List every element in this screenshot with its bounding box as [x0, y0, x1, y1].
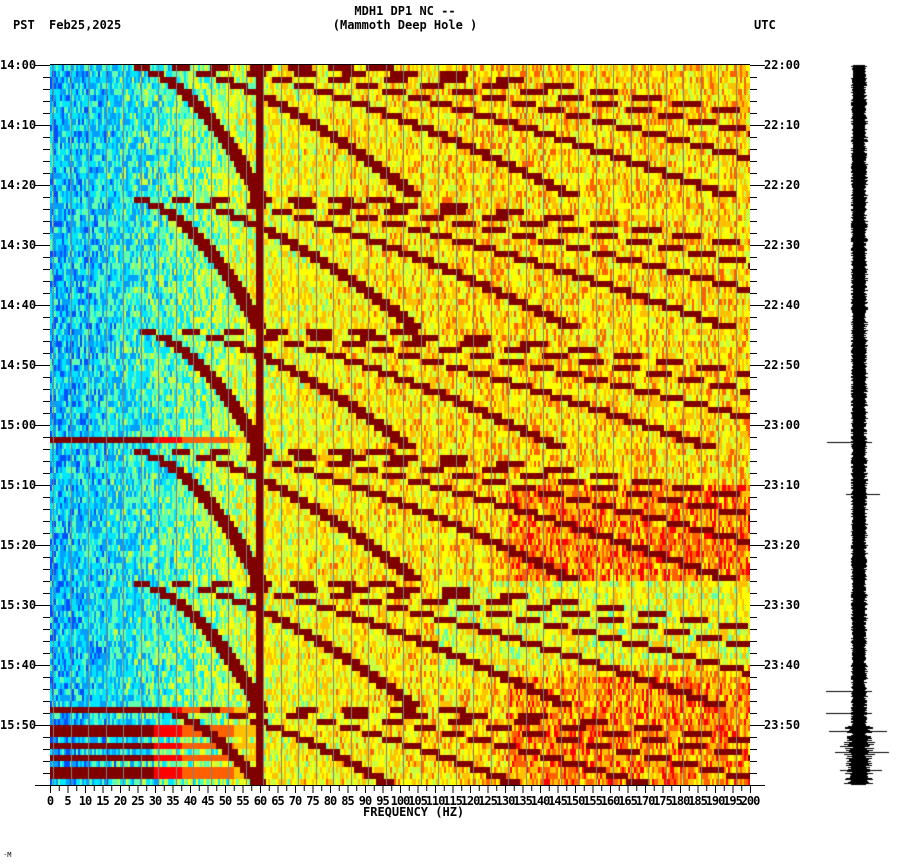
x-tick-label: 115	[443, 794, 463, 808]
x-tick-label: 75	[306, 794, 319, 808]
x-tick-label: 85	[341, 794, 354, 808]
x-tick-label: 25	[131, 794, 144, 808]
x-tick-label: 5	[64, 794, 71, 808]
x-tick-label: 70	[288, 794, 302, 808]
x-tick-label: 170	[635, 794, 656, 808]
y-tick-label-left: 15:40	[0, 658, 37, 672]
y-tick-label-left: 15:00	[0, 418, 37, 432]
x-tick-label: 140	[530, 794, 551, 808]
y-tick-label-left: 15:30	[0, 598, 37, 612]
x-tick-label: 195	[723, 794, 743, 808]
y-tick-label-right: 22:50	[764, 358, 801, 372]
x-tick-label: 60	[253, 794, 267, 808]
y-tick-label-right: 22:00	[764, 58, 801, 72]
x-tick-label: 40	[183, 794, 197, 808]
x-tick-label: 90	[358, 794, 372, 808]
y-tick-label-right: 23:00	[764, 418, 801, 432]
x-tick-label: 135	[513, 794, 533, 808]
y-tick-label-right: 23:20	[764, 538, 801, 552]
x-tick-label: 20	[113, 794, 127, 808]
y-tick-label-left: 14:40	[0, 298, 37, 312]
station-name: (Mammoth Deep Hole )	[332, 18, 478, 32]
y-tick-label-right: 22:10	[764, 118, 801, 132]
x-tick-label: 160	[600, 794, 621, 808]
x-tick-label: 110	[425, 794, 446, 808]
y-tick-label-right: 22:20	[764, 178, 801, 192]
x-tick-label: 0	[46, 794, 54, 808]
y-tick-label-left: 14:10	[0, 118, 37, 132]
x-tick-label: 80	[323, 794, 337, 808]
x-tick-label: 95	[376, 794, 389, 808]
x-tick-label: 105	[408, 794, 428, 808]
y-tick-label-left: 14:20	[0, 178, 37, 192]
x-axis-title: FREQUENCY (HZ)	[363, 805, 465, 819]
x-tick-label: 155	[583, 794, 603, 808]
x-tick-label: 125	[478, 794, 498, 808]
y-tick-label-left: 15:10	[0, 478, 37, 492]
date-label: Feb25,2025	[49, 18, 122, 32]
x-tick-label: 30	[148, 794, 162, 808]
x-tick-label: 35	[166, 794, 179, 808]
seismogram-trace	[800, 60, 900, 790]
x-tick-label: 120	[460, 794, 481, 808]
x-tick-label: 10	[78, 794, 92, 808]
x-tick-label: 130	[495, 794, 516, 808]
chart-title: MDH1 DP1 NC --	[354, 4, 456, 18]
y-tick-label-right: 22:40	[764, 298, 801, 312]
x-tick-label: 65	[271, 794, 284, 808]
y-tick-label-left: 15:50	[0, 718, 37, 732]
y-tick-label-right: 23:50	[764, 718, 801, 732]
x-tick-label: 55	[236, 794, 249, 808]
y-tick-label-left: 14:30	[0, 238, 37, 252]
timezone-right-label: UTC	[754, 18, 776, 32]
x-tick-label: 175	[653, 794, 673, 808]
x-tick-label: 100	[390, 794, 411, 808]
corner-mark: ·M	[3, 851, 12, 859]
x-tick-label: 180	[670, 794, 691, 808]
timezone-left-label: PST	[13, 18, 35, 32]
y-tick-label-right: 23:40	[764, 658, 801, 672]
y-tick-label-right: 22:30	[764, 238, 801, 252]
y-tick-label-right: 23:10	[764, 478, 801, 492]
x-tick-label: 185	[688, 794, 708, 808]
y-tick-label-left: 15:20	[0, 538, 37, 552]
x-tick-label: 190	[705, 794, 726, 808]
x-tick-label: 15	[96, 794, 109, 808]
y-tick-label-right: 23:30	[764, 598, 801, 612]
spectrogram-plot	[50, 65, 750, 785]
x-tick-label: 165	[618, 794, 638, 808]
x-tick-label: 145	[548, 794, 568, 808]
x-tick-label: 45	[201, 794, 214, 808]
x-tick-label: 200	[740, 794, 761, 808]
x-tick-label: 150	[565, 794, 586, 808]
x-tick-label: 50	[218, 794, 232, 808]
y-tick-label-left: 14:50	[0, 358, 37, 372]
y-tick-label-left: 14:00	[0, 58, 37, 72]
